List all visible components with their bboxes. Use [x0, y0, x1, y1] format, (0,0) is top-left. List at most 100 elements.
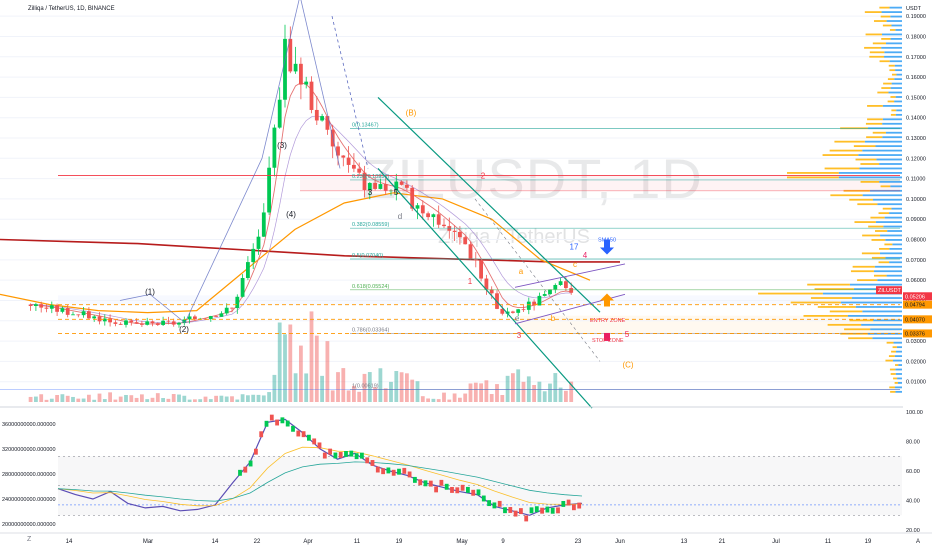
candle-body	[108, 318, 112, 323]
candle-body	[346, 157, 351, 165]
osc-candle	[561, 500, 566, 507]
profile-bar-buy	[891, 24, 902, 27]
volume-profile	[758, 6, 902, 393]
date-tick-label: Apr	[303, 539, 312, 545]
volume-bar	[299, 345, 303, 402]
timezone-label[interactable]: Z	[27, 536, 32, 543]
sma50-arrow-icon	[600, 239, 614, 255]
volume-bar	[558, 387, 563, 402]
profile-bar-sell	[857, 203, 878, 206]
right-axis-bg	[903, 0, 932, 550]
volume-tick-label: 28000000000.000000	[2, 472, 56, 478]
channel-lower	[377, 168, 593, 409]
candles	[28, 24, 574, 328]
volume-bar	[330, 390, 335, 402]
candle-body	[341, 155, 346, 158]
profile-bar-buy	[897, 382, 902, 384]
profile-bar-sell	[848, 337, 873, 340]
wave-label: (2)	[179, 325, 189, 334]
volume-bar	[134, 397, 139, 402]
profile-bar-buy	[851, 297, 902, 299]
wave-label: (3)	[277, 141, 287, 150]
price-tag-label: ZILUSDT	[878, 288, 902, 294]
volume-bar	[55, 395, 59, 402]
osc-candle	[450, 486, 454, 493]
price-tick-label: 0.15000	[906, 95, 926, 101]
wave-label: b	[551, 314, 556, 323]
candle-body	[60, 308, 65, 312]
osc-candle	[556, 507, 560, 514]
candle-body	[452, 230, 457, 232]
osc-candle	[418, 479, 423, 486]
profile-bar-sell	[817, 306, 856, 308]
candle-body	[564, 281, 568, 289]
osc-candle	[439, 479, 444, 486]
volume-bar	[436, 399, 441, 402]
price-tag-bg	[903, 300, 932, 309]
profile-bar-sell	[860, 163, 880, 165]
candle-body	[511, 311, 515, 313]
profile-bar-buy	[873, 319, 902, 322]
osc-candle	[381, 468, 385, 475]
osc-candle	[370, 460, 375, 466]
volume-bar	[405, 373, 409, 402]
volume-bar	[49, 398, 54, 402]
volume-tick-label: 24000000000.000000	[2, 497, 56, 503]
candle-body	[246, 262, 250, 279]
profile-bar-buy	[892, 359, 902, 362]
osc-candle	[301, 431, 306, 438]
volume-bar	[336, 372, 340, 402]
volume-bars	[28, 311, 574, 402]
osc-tick-label: 80.00	[906, 440, 920, 446]
date-tick-label: 11	[354, 539, 361, 545]
osc-candle	[476, 489, 481, 496]
profile-bar-buy	[838, 176, 902, 179]
volume-bar	[426, 398, 430, 402]
osc-candle	[545, 506, 550, 513]
profile-bar-sell	[830, 194, 863, 197]
candle-body	[277, 99, 282, 128]
profile-bar-buy	[889, 6, 902, 9]
osc-candle	[508, 507, 513, 513]
osc-tick-label: 20.00	[906, 528, 920, 534]
profile-bar-sell	[878, 261, 890, 264]
volume-bar	[97, 393, 102, 402]
candle-body	[102, 318, 107, 322]
profile-bar-sell	[889, 29, 896, 31]
candle-body	[288, 38, 293, 72]
indicator-lines	[0, 82, 620, 325]
candle-body	[240, 278, 245, 297]
candle-body	[177, 322, 181, 325]
resistance-zone	[300, 175, 900, 191]
stop-marker	[604, 332, 610, 341]
profile-bar-sell	[882, 24, 892, 27]
volume-bar	[235, 399, 240, 402]
entry-zone-label: ENTRY ZONE	[590, 318, 626, 324]
date-tick-label: A	[916, 539, 920, 545]
candle-body	[171, 321, 176, 325]
wave-label: c	[573, 260, 577, 269]
profile-bar-sell	[875, 230, 888, 232]
price-tick-label: 0.17000	[906, 55, 926, 61]
volume-bar	[60, 394, 65, 402]
volume-bar	[224, 396, 229, 402]
osc-candle	[248, 460, 253, 467]
volume-bar	[468, 383, 473, 402]
volume-bar	[325, 341, 330, 402]
profile-bar-sell	[855, 158, 877, 161]
profile-bar-buy	[882, 105, 902, 107]
date-tick-label: 22	[254, 539, 261, 545]
volume-bar	[256, 394, 261, 402]
date-tick-label: Jun	[615, 539, 625, 545]
profile-bar-sell	[870, 216, 885, 219]
price-tick-label: 0.11000	[906, 177, 925, 183]
volume-bar	[399, 372, 404, 402]
profile-bar-sell	[866, 136, 883, 139]
profile-bar-buy	[877, 203, 902, 206]
profile-bar-buy	[893, 341, 902, 344]
profile-bar-sell	[872, 131, 886, 134]
osc-candle	[402, 467, 407, 474]
profile-bar-buy	[889, 261, 902, 264]
osc-candle	[291, 425, 295, 432]
